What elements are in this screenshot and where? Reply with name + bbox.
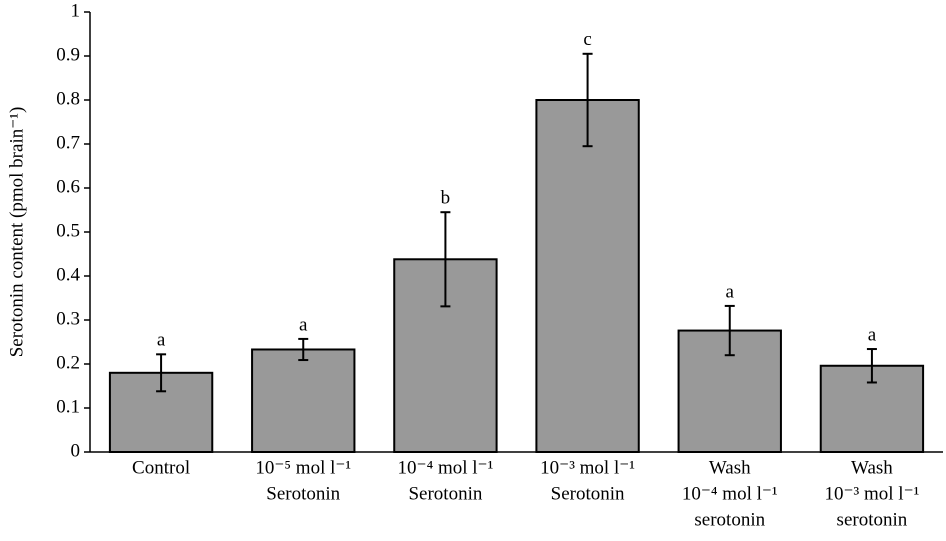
x-tick-label: 10⁻⁵ mol l⁻¹ bbox=[255, 457, 351, 478]
x-tick-label: Serotonin bbox=[408, 483, 482, 504]
x-tick-label: serotonin bbox=[694, 509, 765, 530]
y-tick-label: 0.3 bbox=[56, 308, 80, 329]
y-axis-label: Serotonin content (pmol brain⁻¹) bbox=[6, 107, 27, 358]
significance-letter: a bbox=[157, 330, 166, 351]
significance-letter: b bbox=[441, 188, 451, 209]
y-tick-label: 0.5 bbox=[56, 220, 80, 241]
significance-letter: c bbox=[583, 29, 591, 50]
x-tick-label: Wash bbox=[709, 457, 751, 478]
y-tick-label: 0.6 bbox=[56, 176, 80, 197]
y-tick-label: 0.4 bbox=[56, 264, 80, 285]
bar bbox=[108, 371, 214, 453]
bar bbox=[251, 348, 356, 454]
x-tick-label: 10⁻³ mol l⁻¹ bbox=[825, 483, 920, 504]
x-tick-label: 10⁻⁴ mol l⁻¹ bbox=[398, 457, 494, 478]
x-tick-label: 10⁻³ mol l⁻¹ bbox=[540, 457, 635, 478]
x-tick-label: serotonin bbox=[837, 509, 908, 530]
y-tick-label: 0.7 bbox=[56, 132, 80, 153]
y-tick-label: 0 bbox=[71, 440, 81, 461]
x-tick-label: Control bbox=[132, 457, 190, 478]
x-tick-label: Serotonin bbox=[551, 483, 625, 504]
y-tick-label: 1 bbox=[71, 0, 81, 21]
y-tick-label: 0.9 bbox=[56, 44, 80, 65]
x-tick-label: Wash bbox=[851, 457, 893, 478]
y-tick-label: 0.8 bbox=[56, 88, 80, 109]
x-tick-label: 10⁻⁴ mol l⁻¹ bbox=[682, 483, 778, 504]
significance-letter: a bbox=[868, 324, 877, 345]
significance-letter: a bbox=[726, 281, 735, 302]
x-tick-label: Serotonin bbox=[266, 483, 340, 504]
bar bbox=[535, 99, 640, 453]
significance-letter: a bbox=[299, 314, 308, 335]
y-tick-label: 0.1 bbox=[56, 396, 80, 417]
y-tick-label: 0.2 bbox=[56, 352, 80, 373]
